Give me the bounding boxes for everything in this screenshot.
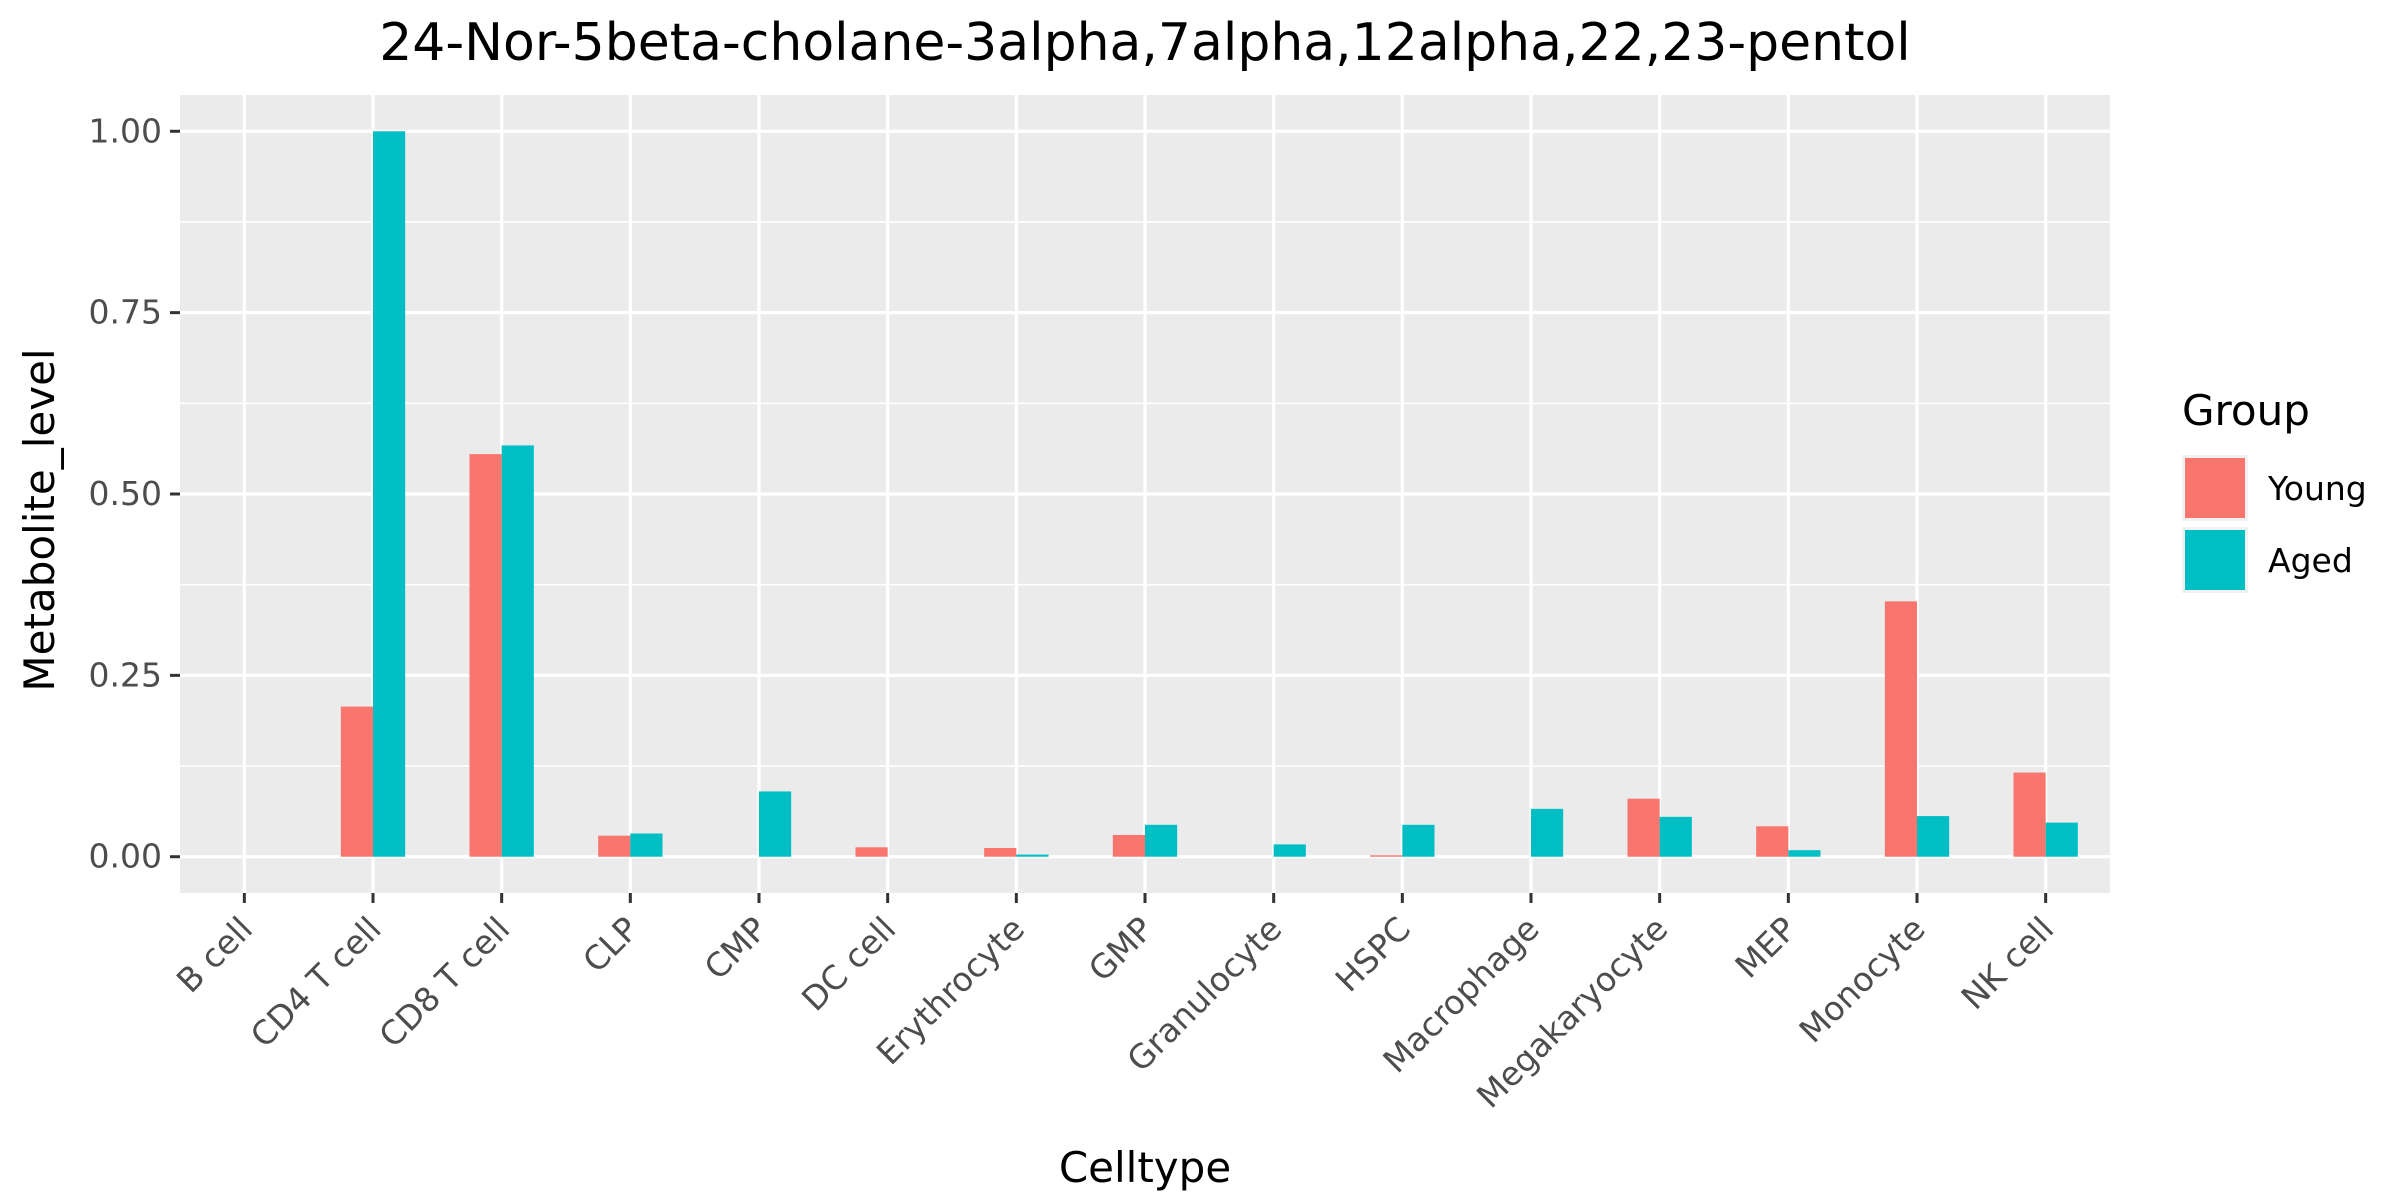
chart-title: 24-Nor-5beta-cholane-3alpha,7alpha,12alp… bbox=[379, 13, 1911, 73]
bar-young bbox=[469, 454, 502, 857]
y-tick-label: 0.75 bbox=[89, 293, 162, 332]
legend-label-aged: Aged bbox=[2268, 541, 2353, 580]
legend: Group Young Aged bbox=[2182, 386, 2367, 593]
bar-aged bbox=[1531, 808, 1564, 857]
bar-aged bbox=[1788, 850, 1821, 857]
bar-young bbox=[340, 706, 373, 857]
x-tick-label: NK cell bbox=[1953, 909, 2061, 1017]
x-tick-label: Monocyte bbox=[1791, 909, 1932, 1050]
bar-aged bbox=[373, 131, 406, 857]
bar-young bbox=[1627, 798, 1660, 857]
bar-aged bbox=[630, 833, 663, 857]
y-axis: 0.00 0.25 0.50 0.75 1.00 bbox=[89, 111, 180, 876]
x-tick-label: CLP bbox=[575, 909, 646, 980]
y-tick-label: 0.50 bbox=[89, 474, 162, 513]
bars bbox=[340, 131, 2078, 857]
bar-young bbox=[1370, 855, 1403, 857]
bar-aged bbox=[501, 445, 534, 857]
y-tick-label: 0.25 bbox=[89, 655, 162, 694]
bar-aged bbox=[1273, 844, 1306, 857]
x-tick-label: CMP bbox=[697, 909, 775, 987]
bar-aged bbox=[1016, 854, 1049, 857]
bar-young bbox=[2013, 772, 2046, 857]
bar-aged bbox=[1659, 816, 1692, 857]
y-tick-label: 0.00 bbox=[89, 837, 162, 876]
y-tick-label: 1.00 bbox=[89, 111, 162, 150]
bar-aged bbox=[1402, 824, 1435, 857]
x-tick-label: CD4 T cell bbox=[243, 909, 389, 1055]
x-tick-label: B cell bbox=[169, 909, 260, 1000]
x-axis-title: Celltype bbox=[1059, 1143, 1231, 1192]
bar-aged bbox=[1917, 816, 1950, 857]
x-tick-label: MEP bbox=[1727, 909, 1804, 986]
y-axis-title: Metabolite_level bbox=[15, 348, 64, 691]
x-tick-label: DC cell bbox=[794, 909, 903, 1018]
bar-young bbox=[1756, 826, 1789, 857]
legend-swatch-young bbox=[2185, 458, 2245, 518]
x-tick-label: GMP bbox=[1081, 909, 1161, 989]
bar-young bbox=[598, 835, 631, 857]
bar-young bbox=[1112, 834, 1145, 857]
legend-swatch-aged bbox=[2185, 530, 2245, 590]
x-tick-label: CD8 T cell bbox=[371, 909, 517, 1055]
bar-aged bbox=[2045, 822, 2078, 857]
bar-young bbox=[855, 847, 888, 857]
legend-title: Group bbox=[2182, 386, 2310, 435]
bar-aged bbox=[1145, 824, 1178, 857]
x-tick-label: HSPC bbox=[1328, 909, 1418, 999]
bar-young bbox=[1884, 601, 1917, 857]
legend-label-young: Young bbox=[2267, 469, 2367, 508]
bar-aged bbox=[759, 791, 792, 857]
bar-young bbox=[984, 848, 1017, 857]
